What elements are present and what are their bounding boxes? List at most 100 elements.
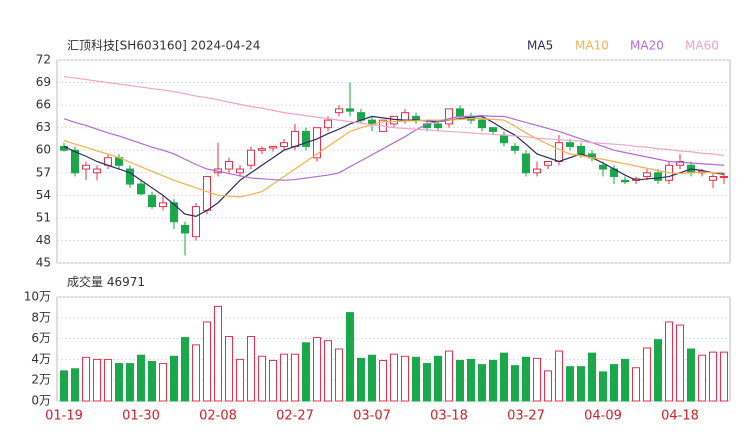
candle-body [720,176,728,179]
candle-body [269,145,277,149]
candle-body [225,161,233,170]
chart-title: 汇顶科技[SH603160] 2024-04-24 [67,39,260,53]
volume-bar [511,365,519,402]
volume-bar [401,355,409,402]
y-tick-label: 45 [36,256,51,270]
volume-bar [643,347,651,402]
volume-bar [390,353,398,402]
candle-body [478,119,486,129]
legend-entry: MA20 [630,39,664,53]
volume-title: 成交量 46971 [67,274,145,289]
ma-line [63,75,725,157]
volume-bar [137,354,145,402]
candle-body [126,168,134,185]
candle-body [522,153,530,174]
y-tick-label: 0万 [31,394,51,408]
y-tick-label: 2万 [31,373,51,387]
candle-body [654,172,662,181]
volume-bar [368,354,376,402]
volume-label: 成交量 [67,274,103,289]
y-tick-label: 10万 [24,290,51,304]
x-tick-label: 02-08 [199,409,237,424]
candle-body [203,176,211,211]
volume-bar [302,342,310,402]
volume-bar [324,340,332,402]
volume-bar [522,356,530,402]
volume-bar [588,352,596,402]
volume-bar [500,352,508,402]
volume-bar [577,366,585,402]
candle-body [82,164,90,170]
volume-bar [544,370,552,402]
volume-bar [632,367,640,402]
y-tick-label: 6万 [31,331,51,345]
candle-body [291,130,299,147]
volume-bar [82,356,90,402]
candle-body [533,168,541,174]
candle-body [368,119,376,125]
volume-bar [566,366,574,402]
candle-body [181,224,189,234]
candle-body [159,202,167,208]
x-tick-label: 04-18 [661,409,699,424]
candle-body [258,148,266,151]
volume-bar [599,371,607,402]
legend-entry: MA5 [527,39,553,53]
volume-bar [555,350,563,402]
volume-bar [280,353,288,402]
volume-bar [379,359,387,402]
candle-body [500,134,508,144]
volume-bar [115,363,123,402]
volume-bar [445,350,453,402]
y-tick-label: 57 [36,165,51,179]
price-frame [56,59,731,264]
x-tick-label: 01-19 [45,409,83,424]
candle-body [192,206,200,238]
candle-body [489,127,497,132]
volume-bar [247,336,255,402]
candle-body [137,183,145,195]
volume-bar [665,321,673,402]
volume-bar [621,358,629,402]
candle-body [445,108,453,125]
volume-bar [126,363,134,402]
volume-bar [654,339,662,402]
candle-body [335,108,343,114]
volume-bar [687,348,695,402]
candle-body [621,179,629,183]
volume-bar [434,355,442,402]
volume-bar [423,363,431,402]
volume-bar [698,354,706,402]
candle-body [324,119,332,129]
volume-last: 46971 [107,275,145,289]
volume-bar [313,337,321,402]
volume-bar [357,357,365,402]
x-tick-label: 03-18 [430,409,468,424]
ma-line [63,118,724,198]
volume-bar [258,355,266,402]
candle-body [456,108,464,117]
candle-body [313,127,321,159]
ma-line [63,115,725,218]
y-tick-label: 63 [36,120,51,134]
x-tick-label: 04-09 [584,409,622,424]
candle-body [71,149,79,174]
volume-bar [489,359,497,402]
y-tick-label: 4万 [31,352,51,366]
y-tick-label: 51 [36,210,51,224]
y-tick-label: 69 [36,75,51,89]
volume-bar [203,321,211,402]
candle-body [599,164,607,170]
volume-bar [533,357,541,402]
volume-bar [467,358,475,402]
candle-body [247,149,255,166]
volume-bar [60,370,68,402]
volume-bar [720,351,728,402]
candle-body [511,145,519,151]
candle-body [577,145,585,155]
candle-body [280,142,288,147]
volume-bar [269,359,277,402]
y-tick-label: 66 [36,98,51,112]
volume-bar [93,358,101,402]
